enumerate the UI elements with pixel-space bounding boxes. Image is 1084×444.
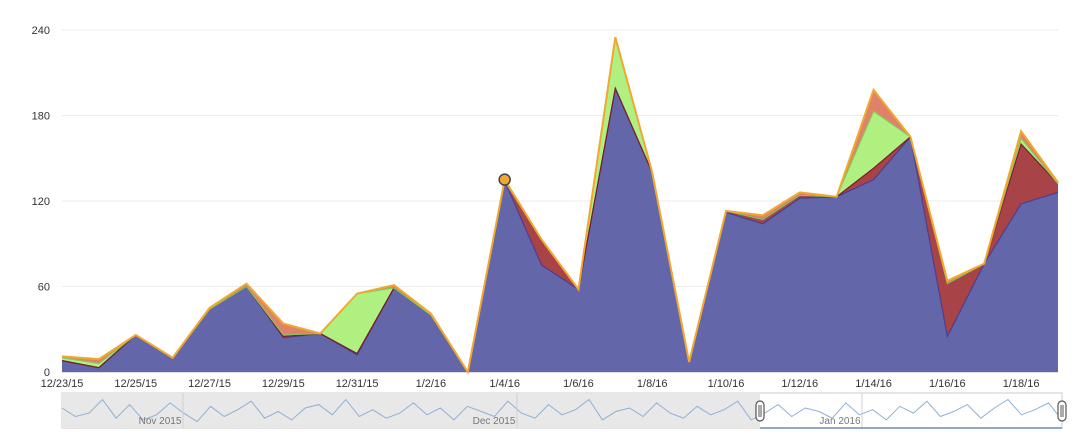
x-tick-label: 1/2/16 (416, 378, 447, 390)
navigator-unselected-shade (62, 393, 760, 428)
navigator-month-label: Jan 2016 (819, 416, 861, 427)
x-axis-ticks: 12/23/15 12/25/15 12/27/15 12/29/15 12/31/15… (41, 378, 1040, 390)
y-tick-label: 240 (32, 25, 50, 37)
total-outline-line (61, 36, 1059, 375)
navigator-left-handle[interactable] (755, 400, 765, 422)
navigator-month-label: Dec 2015 (473, 416, 516, 427)
navigator-sparkline (61, 398, 1063, 423)
x-tick-label: 1/14/16 (855, 378, 892, 390)
x-tick-label: 1/4/16 (489, 378, 520, 390)
y-tick-label: 0 (44, 367, 50, 379)
y-axis-ticks: 0 60 120 180 240 (32, 25, 50, 379)
y-tick-label: 60 (38, 282, 50, 294)
navigator-right-handle[interactable] (1057, 400, 1067, 422)
x-tick-label: 12/31/15 (336, 378, 379, 390)
y-tick-label: 120 (32, 196, 50, 208)
x-tick-label: 1/10/16 (708, 378, 745, 390)
navigator-month-label: Nov 2015 (139, 416, 182, 427)
y-tick-label: 180 (32, 111, 50, 123)
x-tick-label: 1/18/16 (1003, 378, 1040, 390)
x-tick-label: 1/12/16 (781, 378, 818, 390)
x-tick-label: 1/6/16 (563, 378, 594, 390)
x-tick-label: 12/27/15 (188, 378, 231, 390)
area-series-1 (62, 88, 1058, 373)
highlight-point-marker[interactable] (498, 173, 511, 186)
x-tick-label: 1/8/16 (637, 378, 668, 390)
x-tick-label: 12/25/15 (114, 378, 157, 390)
range-navigator[interactable]: Nov 2015 Dec 2015 Jan 2016 (61, 392, 1067, 429)
area-series (61, 36, 1059, 375)
x-tick-label: 1/16/16 (929, 378, 966, 390)
x-tick-label: 12/23/15 (41, 378, 84, 390)
x-tick-label: 12/29/15 (262, 378, 305, 390)
highlight-marker-layer (498, 173, 511, 186)
